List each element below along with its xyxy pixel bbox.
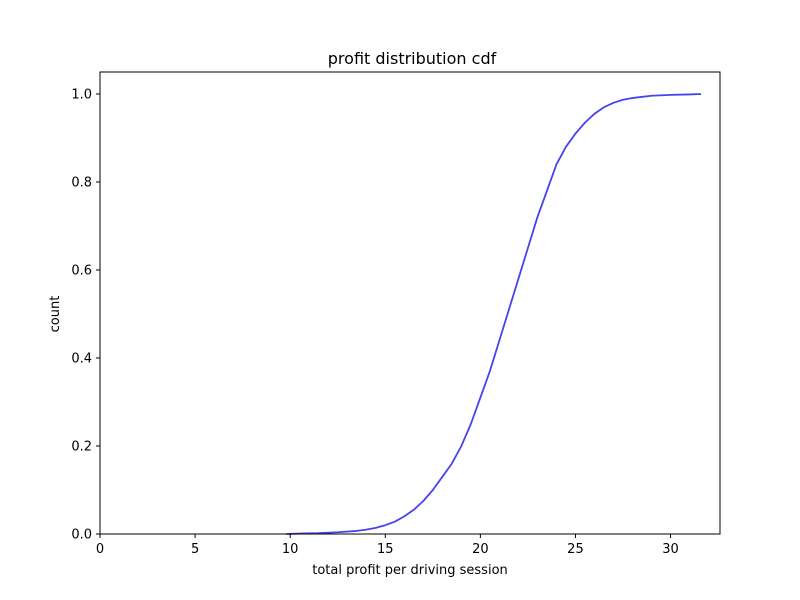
cdf-line bbox=[286, 93, 702, 535]
x-tick-label: 15 bbox=[377, 542, 394, 557]
y-tick-label: 0.4 bbox=[71, 352, 92, 367]
x-tick-label: 20 bbox=[472, 542, 489, 557]
plot-area bbox=[286, 93, 702, 535]
plot-frame bbox=[99, 71, 721, 535]
x-tick-label: 10 bbox=[282, 542, 299, 557]
y-axis-label: count bbox=[48, 296, 63, 333]
chart-title: profit distribution cdf bbox=[328, 49, 497, 68]
y-tick-label: 0.2 bbox=[71, 440, 92, 455]
y-tick-label: 1.0 bbox=[71, 88, 92, 103]
x-tick-label: 30 bbox=[662, 542, 679, 557]
axis-ticks: 0 5 10 15 20 25 30 0.0 0.2 0.4 0.6 0.8 1.0 bbox=[71, 88, 679, 558]
y-tick-label: 0.6 bbox=[71, 264, 92, 279]
y-tick-label: 0.8 bbox=[71, 176, 92, 191]
x-tick-label: 25 bbox=[567, 542, 584, 557]
x-tick-label: 5 bbox=[191, 542, 199, 557]
x-axis-label: total profit per driving session bbox=[312, 563, 508, 578]
y-tick-label: 0.0 bbox=[71, 528, 92, 543]
x-tick-label: 0 bbox=[96, 542, 104, 557]
